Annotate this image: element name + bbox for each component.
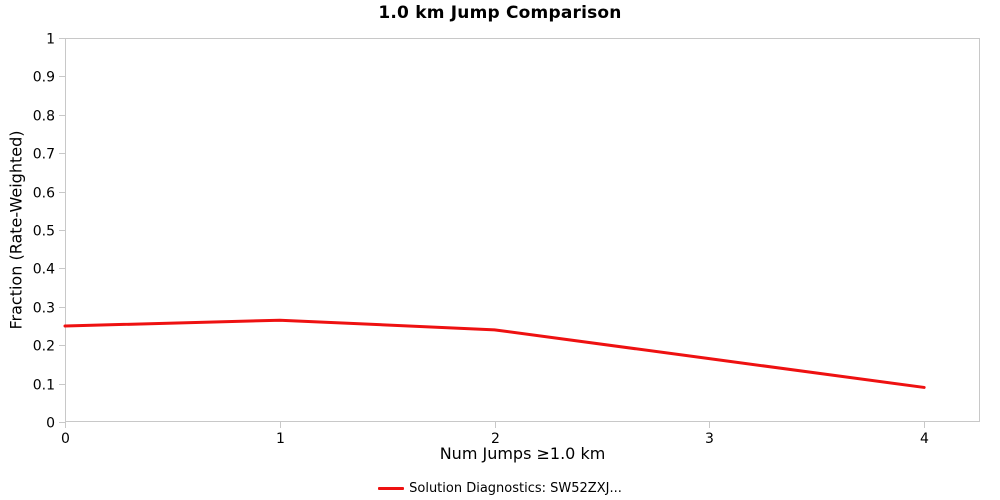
x-tick-label: 2 <box>491 431 500 447</box>
x-tick-label: 1 <box>276 431 285 447</box>
y-tick-label: 0.5 <box>33 224 55 240</box>
y-tick-label: 0.6 <box>33 186 55 202</box>
x-tick-label: 3 <box>705 431 714 447</box>
series-line <box>63 318 926 389</box>
y-tick-label: 0.7 <box>33 147 55 163</box>
y-tick-label: 1 <box>46 32 55 48</box>
legend: Solution Diagnostics: SW52ZXJ... <box>0 479 1000 497</box>
y-tick-label: 0.4 <box>33 262 55 278</box>
legend-line-swatch <box>378 486 405 490</box>
y-tick-label: 0.3 <box>33 301 55 317</box>
y-tick-label: 0.2 <box>33 339 55 355</box>
x-axis-label: Num Jumps ≥1.0 km <box>439 444 606 463</box>
plot-frame <box>65 38 980 422</box>
x-tick-label: 4 <box>920 431 929 447</box>
y-tick-label: 0.1 <box>33 378 55 394</box>
legend-series-label: Solution Diagnostics: SW52ZXJ... <box>409 480 622 496</box>
y-tick-label: 0.9 <box>33 70 55 86</box>
y-tick-label: 0 <box>46 416 55 432</box>
chart-title: 1.0 km Jump Comparison <box>378 3 622 23</box>
x-tick-label: 0 <box>61 431 70 447</box>
y-tick-label: 0.8 <box>33 109 55 125</box>
